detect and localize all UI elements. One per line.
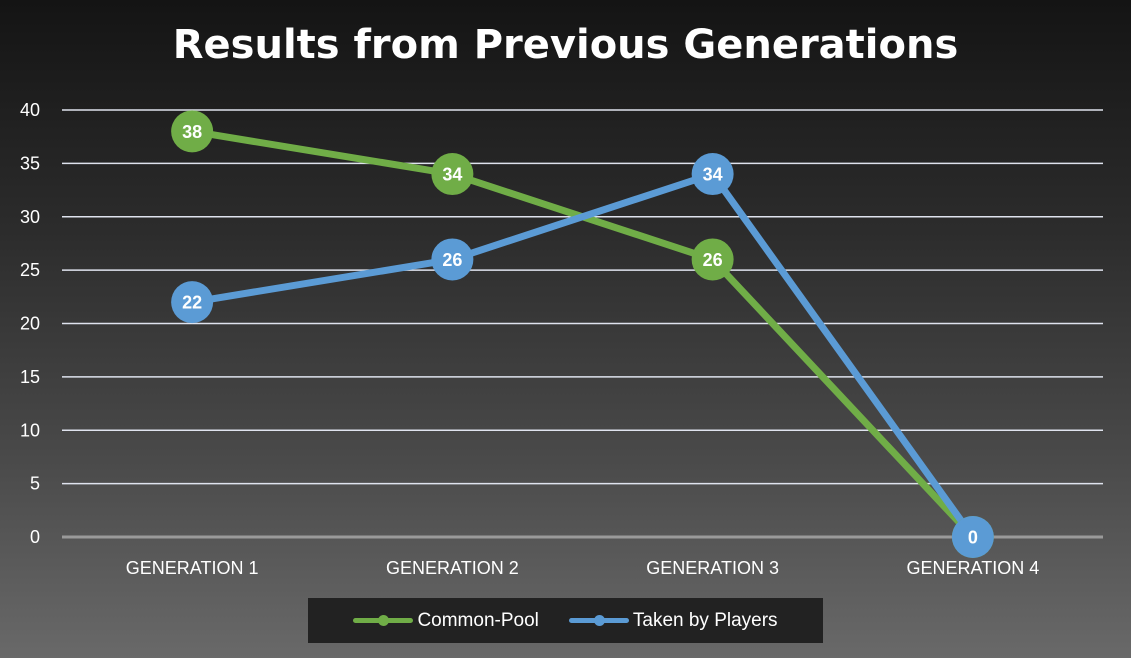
legend-label: Taken by Players xyxy=(632,609,778,631)
data-label: 38 xyxy=(182,122,202,142)
data-label: 26 xyxy=(442,250,462,270)
data-label: 0 xyxy=(968,528,978,548)
data-point-marker xyxy=(691,238,734,281)
y-tick-label: 30 xyxy=(20,207,40,227)
legend: Common-Pool Taken by Players xyxy=(308,598,823,643)
legend-item-common-pool: Common-Pool xyxy=(353,609,539,632)
y-tick-label: 25 xyxy=(20,260,40,280)
y-axis-ticks: 0 5 10 15 20 25 30 35 40 xyxy=(20,100,40,547)
x-tick-label: GENERATION 3 xyxy=(646,558,779,578)
series-line-common-pool xyxy=(188,127,977,541)
data-point-marker xyxy=(171,281,214,324)
series-lines xyxy=(188,127,977,541)
data-point-marker xyxy=(951,516,994,558)
x-axis-labels: GENERATION 1 GENERATION 2 GENERATION 3 GENE… xyxy=(126,558,1039,578)
legend-swatch-green xyxy=(353,614,414,626)
y-tick-label: 0 xyxy=(30,527,40,547)
y-tick-label: 40 xyxy=(20,100,40,120)
y-tick-label: 20 xyxy=(20,314,40,334)
data-markers: 38342602226340 xyxy=(171,110,994,558)
y-tick-label: 15 xyxy=(20,367,40,387)
y-tick-label: 35 xyxy=(20,153,40,173)
data-label: 34 xyxy=(703,165,723,185)
legend-swatch-blue xyxy=(568,614,629,626)
data-label: 26 xyxy=(703,250,723,270)
x-tick-label: GENERATION 2 xyxy=(386,558,519,578)
y-tick-label: 10 xyxy=(20,420,40,440)
data-point-marker xyxy=(171,110,214,153)
data-point-marker xyxy=(431,238,474,281)
data-point-marker xyxy=(691,153,734,196)
series-line-taken-by-players xyxy=(188,170,977,541)
chart-title: Results from Previous Generations xyxy=(172,22,959,68)
y-tick-label: 5 xyxy=(30,474,40,494)
legend-item-taken-by-players: Taken by Players xyxy=(568,609,778,632)
data-label: 34 xyxy=(442,165,462,185)
x-tick-label: GENERATION 4 xyxy=(907,558,1040,578)
data-point-marker xyxy=(431,153,474,196)
data-label: 22 xyxy=(182,293,202,313)
legend-label: Common-Pool xyxy=(417,609,539,631)
gridlines xyxy=(62,109,1103,539)
x-tick-label: GENERATION 1 xyxy=(126,558,259,578)
